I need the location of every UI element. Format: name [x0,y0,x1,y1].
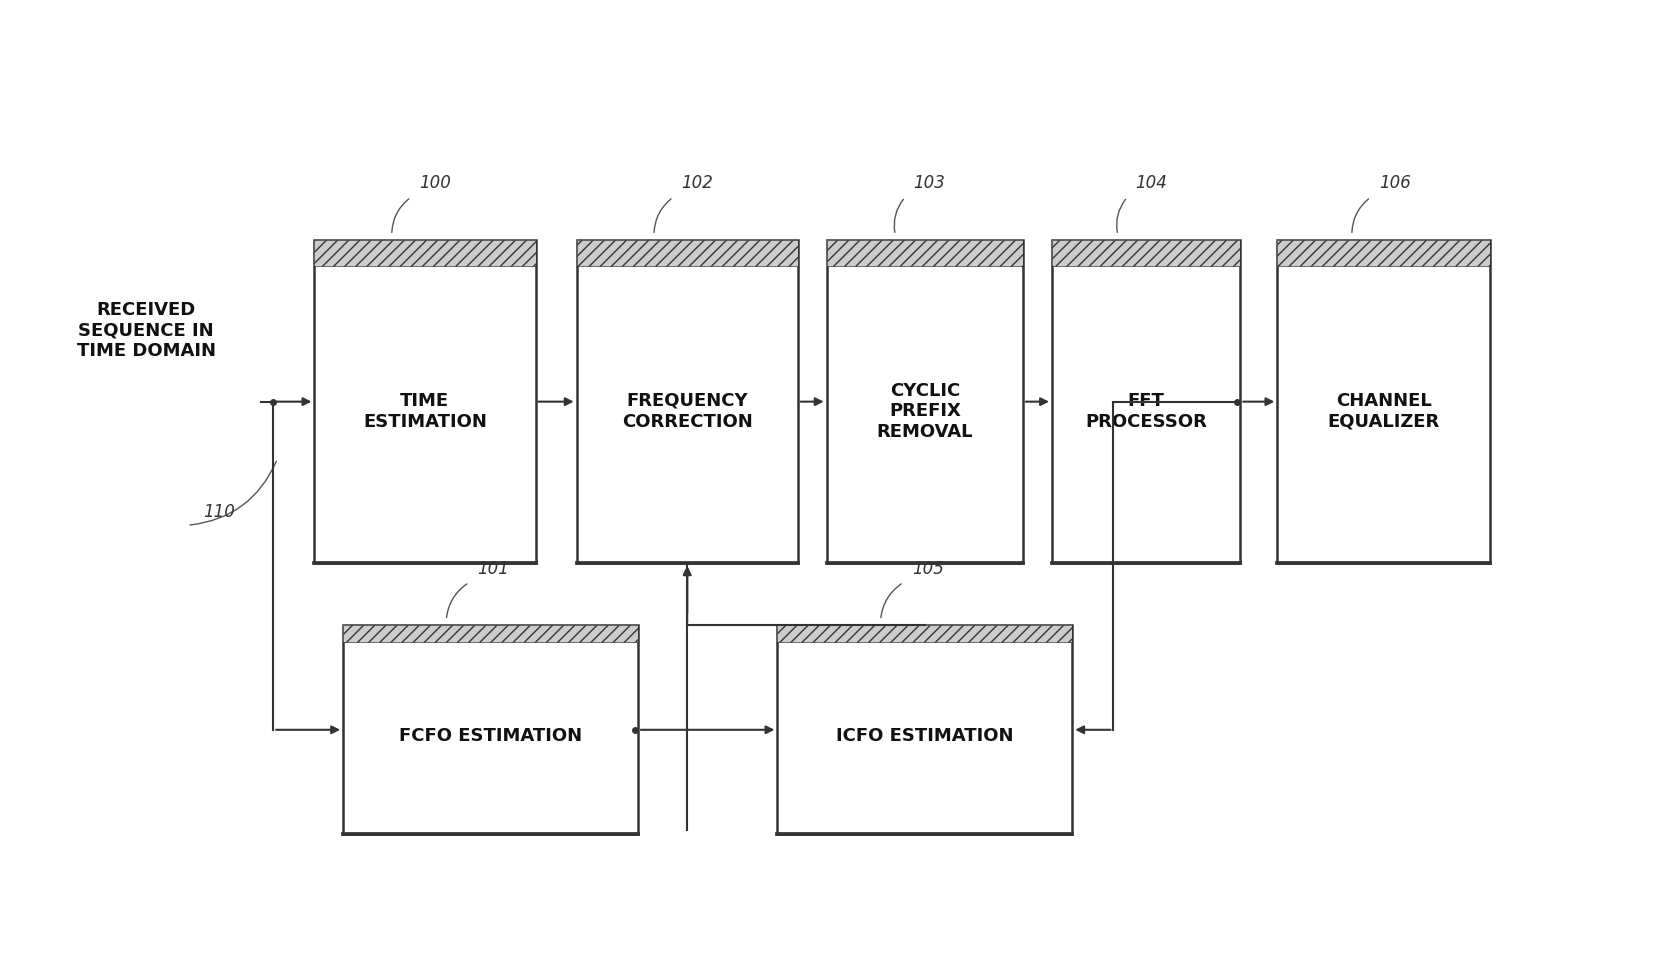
Text: 100: 100 [420,175,451,192]
Text: CYCLIC
PREFIX
REMOVAL: CYCLIC PREFIX REMOVAL [876,381,974,441]
Bar [1051,240,1240,564]
Text: 106: 106 [1379,175,1410,192]
Bar [826,240,1023,265]
Bar [314,240,536,265]
Bar [314,240,536,265]
Text: CHANNEL
EQUALIZER: CHANNEL EQUALIZER [1327,392,1440,430]
Text: FREQUENCY
CORRECTION: FREQUENCY CORRECTION [622,392,752,430]
Bar [1051,240,1240,265]
Bar [577,240,798,564]
Text: RECEIVED
SEQUENCE IN
TIME DOMAIN: RECEIVED SEQUENCE IN TIME DOMAIN [76,300,217,360]
Text: 103: 103 [914,175,946,192]
Text: ICFO ESTIMATION: ICFO ESTIMATION [836,727,1013,745]
Text: FCFO ESTIMATION: FCFO ESTIMATION [398,727,582,745]
Bar [1278,240,1491,265]
Bar [1278,240,1491,265]
Bar [342,625,638,835]
Text: TIME
ESTIMATION: TIME ESTIMATION [364,392,488,430]
Text: 105: 105 [912,560,944,578]
Text: FFT
PROCESSOR: FFT PROCESSOR [1084,392,1207,430]
Text: 110: 110 [203,503,235,520]
Bar [777,625,1073,835]
Text: 101: 101 [478,560,509,578]
Bar [1051,240,1240,265]
Bar [777,625,1073,642]
Text: 104: 104 [1136,175,1167,192]
Bar [777,625,1073,642]
Bar [577,240,798,265]
Bar [826,240,1023,564]
Bar [342,625,638,642]
Bar [1278,240,1491,564]
Bar [577,240,798,265]
Bar [826,240,1023,265]
Text: 102: 102 [681,175,714,192]
Bar [314,240,536,564]
Bar [342,625,638,642]
